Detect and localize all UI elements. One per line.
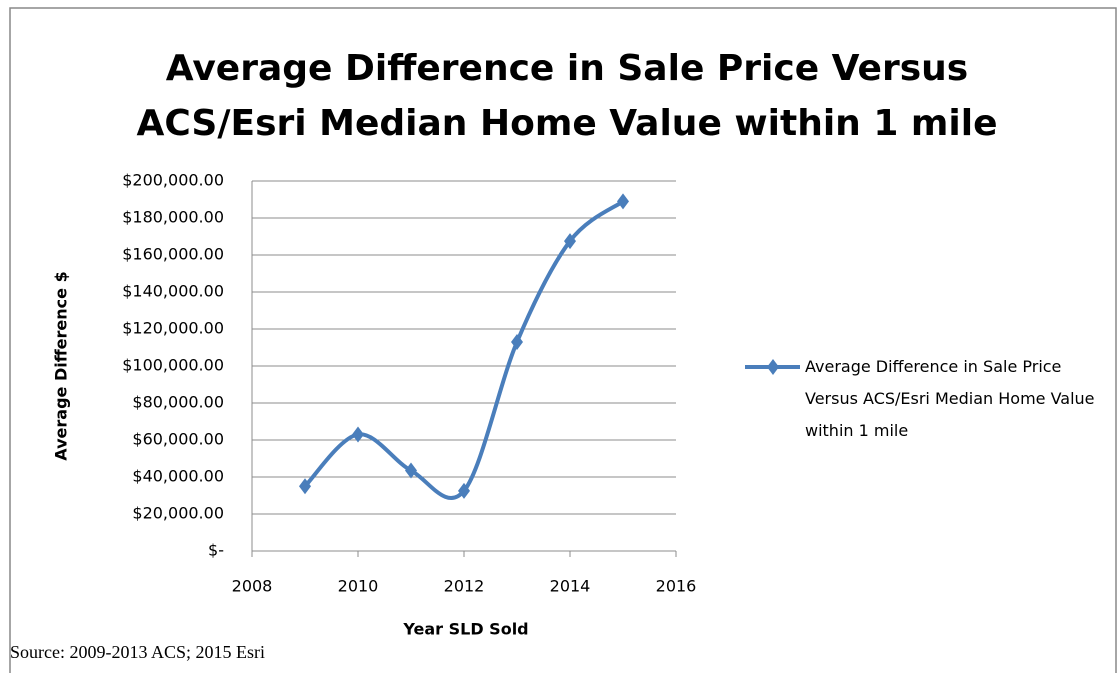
data-point bbox=[564, 233, 576, 250]
x-tick-label: 2012 bbox=[444, 577, 485, 596]
y-tick-label: $80,000.00 bbox=[132, 393, 224, 412]
x-axis-label: Year SLD Sold bbox=[402, 620, 528, 639]
y-tick-label: $180,000.00 bbox=[122, 208, 224, 227]
chart-frame bbox=[9, 7, 1117, 677]
y-tick-label: $100,000.00 bbox=[122, 356, 224, 375]
y-tick-label: $140,000.00 bbox=[122, 282, 224, 301]
x-tick-label: 2010 bbox=[338, 577, 379, 596]
x-tick-label: 2014 bbox=[550, 577, 591, 596]
y-axis-label: Average Difference $ bbox=[52, 271, 71, 460]
series-line bbox=[303, 199, 625, 500]
legend-marker bbox=[767, 359, 779, 375]
x-tick-label: 2008 bbox=[232, 577, 273, 596]
data-point bbox=[458, 482, 470, 499]
source-note: Source: 2009-2013 ACS; 2015 Esri bbox=[10, 642, 265, 662]
data-point bbox=[617, 193, 629, 210]
data-point bbox=[405, 462, 417, 479]
data-point bbox=[352, 426, 364, 443]
chart-title: Average Difference in Sale Price Versus A… bbox=[136, 48, 997, 144]
y-tick-label: $40,000.00 bbox=[132, 467, 224, 486]
y-tick-label: $160,000.00 bbox=[122, 245, 224, 264]
legend-label: Average Difference in Sale Price Versus A… bbox=[805, 357, 1095, 440]
y-tick-label: $20,000.00 bbox=[132, 504, 224, 523]
y-tick-label: $120,000.00 bbox=[122, 319, 224, 338]
data-point bbox=[299, 478, 311, 495]
y-tick-label: $200,000.00 bbox=[122, 171, 224, 190]
x-tick-label: 2016 bbox=[656, 577, 697, 596]
y-tick-label: $- bbox=[208, 541, 224, 560]
data-point bbox=[511, 333, 523, 350]
y-tick-label: $60,000.00 bbox=[132, 430, 224, 449]
